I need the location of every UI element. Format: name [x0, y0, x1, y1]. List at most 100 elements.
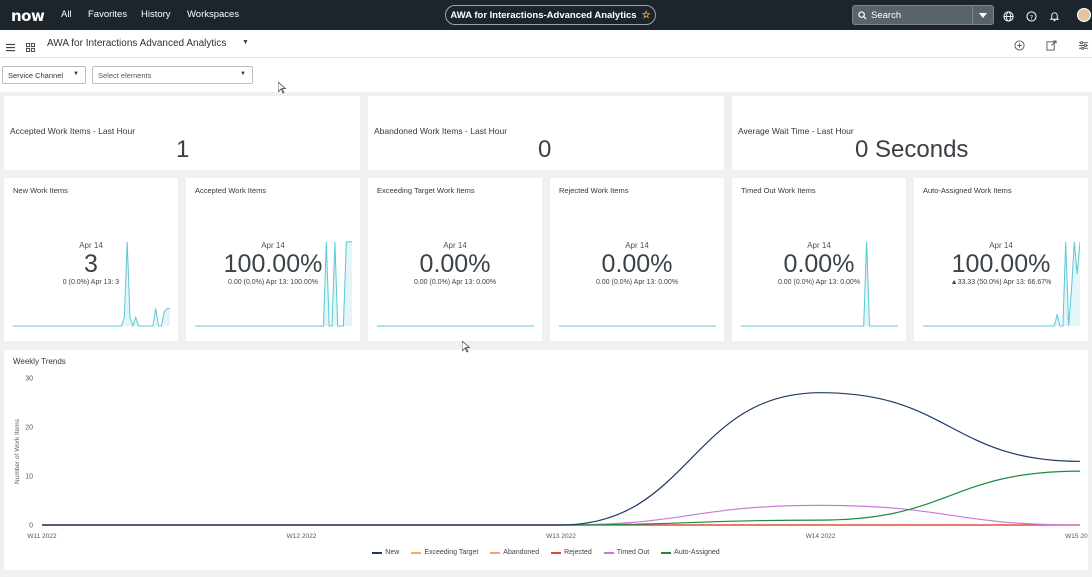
metric-value: 100.00%: [223, 250, 323, 278]
kpi-card-abandoned[interactable]: Abandoned Work Items - Last Hour 0: [368, 96, 724, 170]
legend-label: Rejected: [564, 549, 592, 556]
sparkline-area: [195, 241, 352, 326]
metric-card[interactable]: Auto-Assigned Work Items Apr 14 100.00% …: [914, 178, 1088, 341]
y-tick-label: 10: [25, 474, 33, 481]
kpi-value: 1: [176, 136, 190, 163]
kpi-value: 0 Seconds: [855, 136, 969, 163]
search-scope-dropdown[interactable]: [972, 6, 993, 24]
kpi-card-accepted[interactable]: Accepted Work Items - Last Hour 1: [4, 96, 360, 170]
metric-card[interactable]: Timed Out Work Items Apr 14 0.00% 0.00 (…: [732, 178, 906, 341]
sparkline: [377, 325, 534, 327]
y-tick-label: 0: [29, 523, 33, 530]
kpi-card-wait-time[interactable]: Average Wait Time - Last Hour 0 Seconds: [732, 96, 1088, 170]
legend-swatch: [372, 551, 383, 554]
weekly-trends-chart: 0 10 20 30 Number of Work Items W11 2022 W12 2…: [14, 376, 1088, 541]
y-tick-label: 30: [25, 376, 33, 383]
legend-item[interactable]: Rejected: [551, 549, 592, 556]
service-channel-select[interactable]: Service Channel ▼: [2, 66, 86, 84]
metric-title: New Work Items: [13, 186, 68, 195]
app-title-pill[interactable]: AWA for Interactions-Advanced Analytics …: [445, 5, 656, 25]
share-icon[interactable]: [1046, 38, 1057, 56]
dashboard-switcher-chevron-icon[interactable]: ▼: [242, 39, 249, 46]
sparkline-line: [13, 241, 170, 328]
x-tick-label: W12 2022: [287, 533, 317, 540]
user-avatar[interactable]: [1077, 8, 1091, 22]
metric-value: 0.00%: [419, 250, 491, 278]
legend-swatch: [661, 551, 672, 554]
add-widget-icon[interactable]: [1014, 38, 1025, 56]
chevron-down-icon: [979, 12, 987, 18]
metric-value: 0.00%: [601, 250, 673, 278]
search-input[interactable]: Search: [871, 9, 902, 21]
chart-legend: New Exceeding Target Abandoned Rejected Time…: [4, 549, 1088, 556]
metric-comparison: 0.00 (0.0%) Apr 13: 100.00%: [228, 279, 318, 286]
metric-date: Apr 14: [989, 241, 1013, 250]
metric-date: Apr 14: [79, 241, 103, 250]
favorite-star-icon[interactable]: ☆: [641, 9, 651, 21]
series-line-timed-out: [42, 504, 1081, 526]
settings-sliders-icon[interactable]: [1078, 38, 1089, 56]
metric-date: Apr 14: [443, 241, 467, 250]
kpi-label: Abandoned Work Items - Last Hour: [374, 126, 508, 136]
x-tick-label: W13 2022: [546, 533, 576, 540]
legend-label: Abandoned: [503, 549, 540, 556]
x-tick-label: W11 2022: [27, 533, 57, 540]
sparkline: [195, 241, 352, 327]
sparkline-line: [195, 241, 352, 327]
servicenow-logo[interactable]: now: [11, 7, 45, 25]
metric-title: Exceeding Target Work Items: [377, 186, 475, 195]
nav-link-history[interactable]: History: [141, 9, 171, 20]
globe-icon[interactable]: [1003, 9, 1015, 22]
metric-date: Apr 14: [807, 241, 831, 250]
legend-item[interactable]: Auto-Assigned: [661, 549, 720, 556]
help-icon[interactable]: ?: [1026, 9, 1038, 22]
kpi-label: Accepted Work Items - Last Hour: [10, 126, 136, 136]
search-icon: [853, 10, 871, 20]
kpi-value: 0: [538, 136, 552, 163]
legend-item[interactable]: Abandoned: [490, 549, 539, 556]
legend-label: Exceeding Target: [424, 549, 479, 556]
mouse-cursor-icon: [278, 82, 286, 94]
kpi-label: Average Wait Time - Last Hour: [738, 126, 854, 136]
metric-date: Apr 14: [625, 241, 649, 250]
legend-label: Timed Out: [616, 549, 650, 556]
metric-title: Accepted Work Items: [195, 186, 267, 195]
metric-comparison: 0.00 (0.0%) Apr 13: 0.00%: [777, 279, 861, 286]
svg-text:?: ?: [1030, 13, 1033, 21]
metric-title: Timed Out Work Items: [741, 186, 816, 195]
metric-value: 3: [84, 250, 98, 278]
metric-card[interactable]: Accepted Work Items Apr 14 100.00% 0.00 …: [186, 178, 360, 341]
legend-item[interactable]: Exceeding Target: [411, 549, 478, 556]
notifications-bell-icon[interactable]: [1049, 9, 1061, 22]
sparkline-line: [741, 241, 898, 327]
metric-card[interactable]: Rejected Work Items Apr 14 0.00% 0.00 (0…: [550, 178, 724, 341]
nav-link-all[interactable]: All: [61, 9, 72, 20]
legend-swatch: [551, 551, 562, 554]
global-search[interactable]: Search: [852, 5, 994, 25]
metric-value: 0.00%: [783, 250, 855, 278]
select-elements-dropdown[interactable]: Select elements ▼: [92, 66, 253, 84]
sparkline: [923, 241, 1080, 327]
legend-item[interactable]: New: [372, 549, 399, 556]
menu-icon[interactable]: [6, 39, 15, 57]
metric-card[interactable]: New Work Items Apr 14 3 0 (0.0%) Apr 13:…: [4, 178, 178, 341]
metric-card[interactable]: Exceeding Target Work Items Apr 14 0.00%…: [368, 178, 542, 341]
nav-link-favorites[interactable]: Favorites: [88, 9, 128, 20]
series-line-new: [42, 392, 1081, 526]
nav-link-workspaces[interactable]: Workspaces: [187, 9, 240, 20]
sparkline-line: [923, 241, 1080, 327]
dashboard-grid-icon[interactable]: [26, 39, 35, 57]
sparkline: [559, 325, 716, 327]
weekly-trends-card[interactable]: Weekly Trends 0 10 20 30 Number of Work Item…: [4, 350, 1088, 570]
mouse-cursor-icon: [462, 341, 470, 353]
dashboard-title: AWA for Interactions Advanced Analytics: [47, 38, 227, 49]
chevron-down-icon: ▼: [240, 71, 246, 77]
sparkline-area: [923, 241, 1080, 326]
legend-swatch: [603, 551, 614, 554]
legend-item[interactable]: Timed Out: [603, 549, 650, 556]
metric-title: Auto-Assigned Work Items: [923, 186, 1012, 195]
chart-title: Weekly Trends: [13, 357, 66, 366]
service-channel-value: Service Channel: [8, 70, 64, 80]
metric-comparison: ▲33.33 (50.0%) Apr 13: 66.67%: [950, 279, 1052, 286]
metric-date: Apr 14: [261, 241, 285, 250]
